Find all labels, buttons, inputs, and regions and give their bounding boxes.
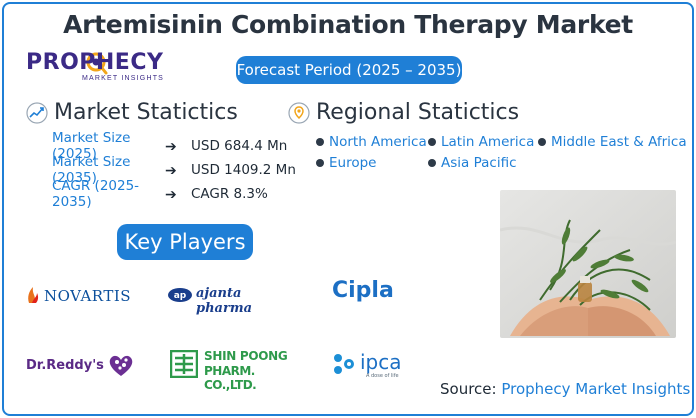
novartis-logo: NOVARTIS	[26, 284, 138, 306]
bullet-icon	[428, 138, 436, 146]
forecast-period-pill: Forecast Period (2025 – 2035)	[236, 56, 462, 84]
arrow-right-icon: ➔	[165, 161, 177, 178]
page-title: Artemisinin Combination Therapy Market	[63, 10, 633, 39]
source-credit: Source: Prophecy Market Insights	[440, 380, 690, 398]
region-item: Latin America	[428, 134, 534, 150]
bullet-icon	[428, 159, 436, 167]
prophecy-logo: PROPHECY MARKET INSIGHTS	[26, 50, 176, 86]
cipla-logo: Cipla	[332, 278, 402, 306]
stat-label: CAGR (2025-2035)	[52, 178, 140, 210]
dr-reddys-heart-icon	[109, 355, 133, 376]
region-item: North America	[316, 134, 427, 150]
shin-poong-logo: SHIN POONG PHARM. CO.,LTD.	[170, 348, 298, 392]
dr-reddys-wordmark: Dr.Reddy's	[26, 358, 104, 373]
shin-poong-mark-icon	[170, 350, 198, 378]
stat-label: Market Size (2025)	[52, 130, 131, 162]
ipca-tagline: A dose of life	[366, 373, 399, 379]
region-label: Latin America	[441, 134, 535, 150]
logo-subtitle: MARKET INSIGHTS	[82, 75, 165, 82]
region-label: North America	[329, 134, 427, 150]
region-label: Middle East & Africa	[551, 134, 687, 150]
novartis-flame-icon	[28, 287, 39, 303]
cipla-wordmark: Cipla	[332, 278, 394, 303]
arrow-right-icon: ➔	[165, 137, 177, 154]
chart-growth-icon	[26, 101, 48, 124]
regional-statistics-title: Regional Statictics	[316, 100, 520, 125]
logo-wordmark: PROPHECY	[26, 50, 164, 75]
stat-row: CAGR (2025-2035) ➔ CAGR 8.3%	[52, 178, 296, 210]
market-statistics-heading: Market Statictics	[26, 100, 238, 125]
regional-statistics-heading: Regional Statictics	[288, 100, 519, 125]
ajanta-mark-icon: ap	[168, 288, 192, 302]
herbal-hands-photo	[500, 190, 676, 338]
source-name: Prophecy Market Insights	[501, 380, 691, 398]
region-label: Asia Pacific	[441, 155, 517, 171]
prophecy-logo-mark	[86, 52, 108, 75]
ipca-molecule-icon	[334, 354, 354, 374]
bullet-icon	[538, 138, 546, 146]
stat-value: USD 684.4 Mn	[191, 138, 288, 154]
location-pin-icon	[288, 101, 310, 124]
dr-reddys-logo: Dr.Reddy's	[26, 352, 138, 380]
bullet-icon	[316, 138, 324, 146]
stat-label: Market Size (2035)	[52, 154, 131, 186]
ajanta-pharma-logo: ap ajanta pharma	[168, 285, 298, 316]
source-prefix: Source:	[440, 380, 502, 398]
region-item: Middle East & Africa	[538, 134, 687, 150]
ajanta-wordmark: ajanta pharma	[196, 286, 252, 316]
bullet-icon	[316, 159, 324, 167]
stat-value: USD 1409.2 Mn	[191, 162, 296, 178]
ipca-logo: ipca A dose of life	[332, 350, 412, 380]
arrow-right-icon: ➔	[165, 185, 177, 202]
region-label: Europe	[329, 155, 377, 171]
svg-text:ap: ap	[174, 291, 187, 301]
region-item: Asia Pacific	[428, 155, 517, 171]
novartis-wordmark: NOVARTIS	[44, 287, 132, 305]
market-stats-list: Market Size (2025) ➔ USD 684.4 Mn Market…	[52, 130, 296, 210]
ipca-wordmark: ipca	[360, 350, 402, 374]
stat-value: CAGR 8.3%	[191, 186, 268, 202]
shin-poong-line1: SHIN POONG	[204, 349, 288, 363]
market-statistics-title: Market Statictics	[54, 100, 238, 125]
region-item: Europe	[316, 155, 376, 171]
stat-row: Market Size (2035) ➔ USD 1409.2 Mn	[52, 154, 296, 186]
key-players-pill: Key Players	[117, 224, 253, 260]
shin-poong-line2: PHARM. CO.,LTD.	[204, 364, 257, 392]
hands-holding-herbs-image	[500, 190, 676, 338]
stat-row: Market Size (2025) ➔ USD 684.4 Mn	[52, 130, 296, 162]
